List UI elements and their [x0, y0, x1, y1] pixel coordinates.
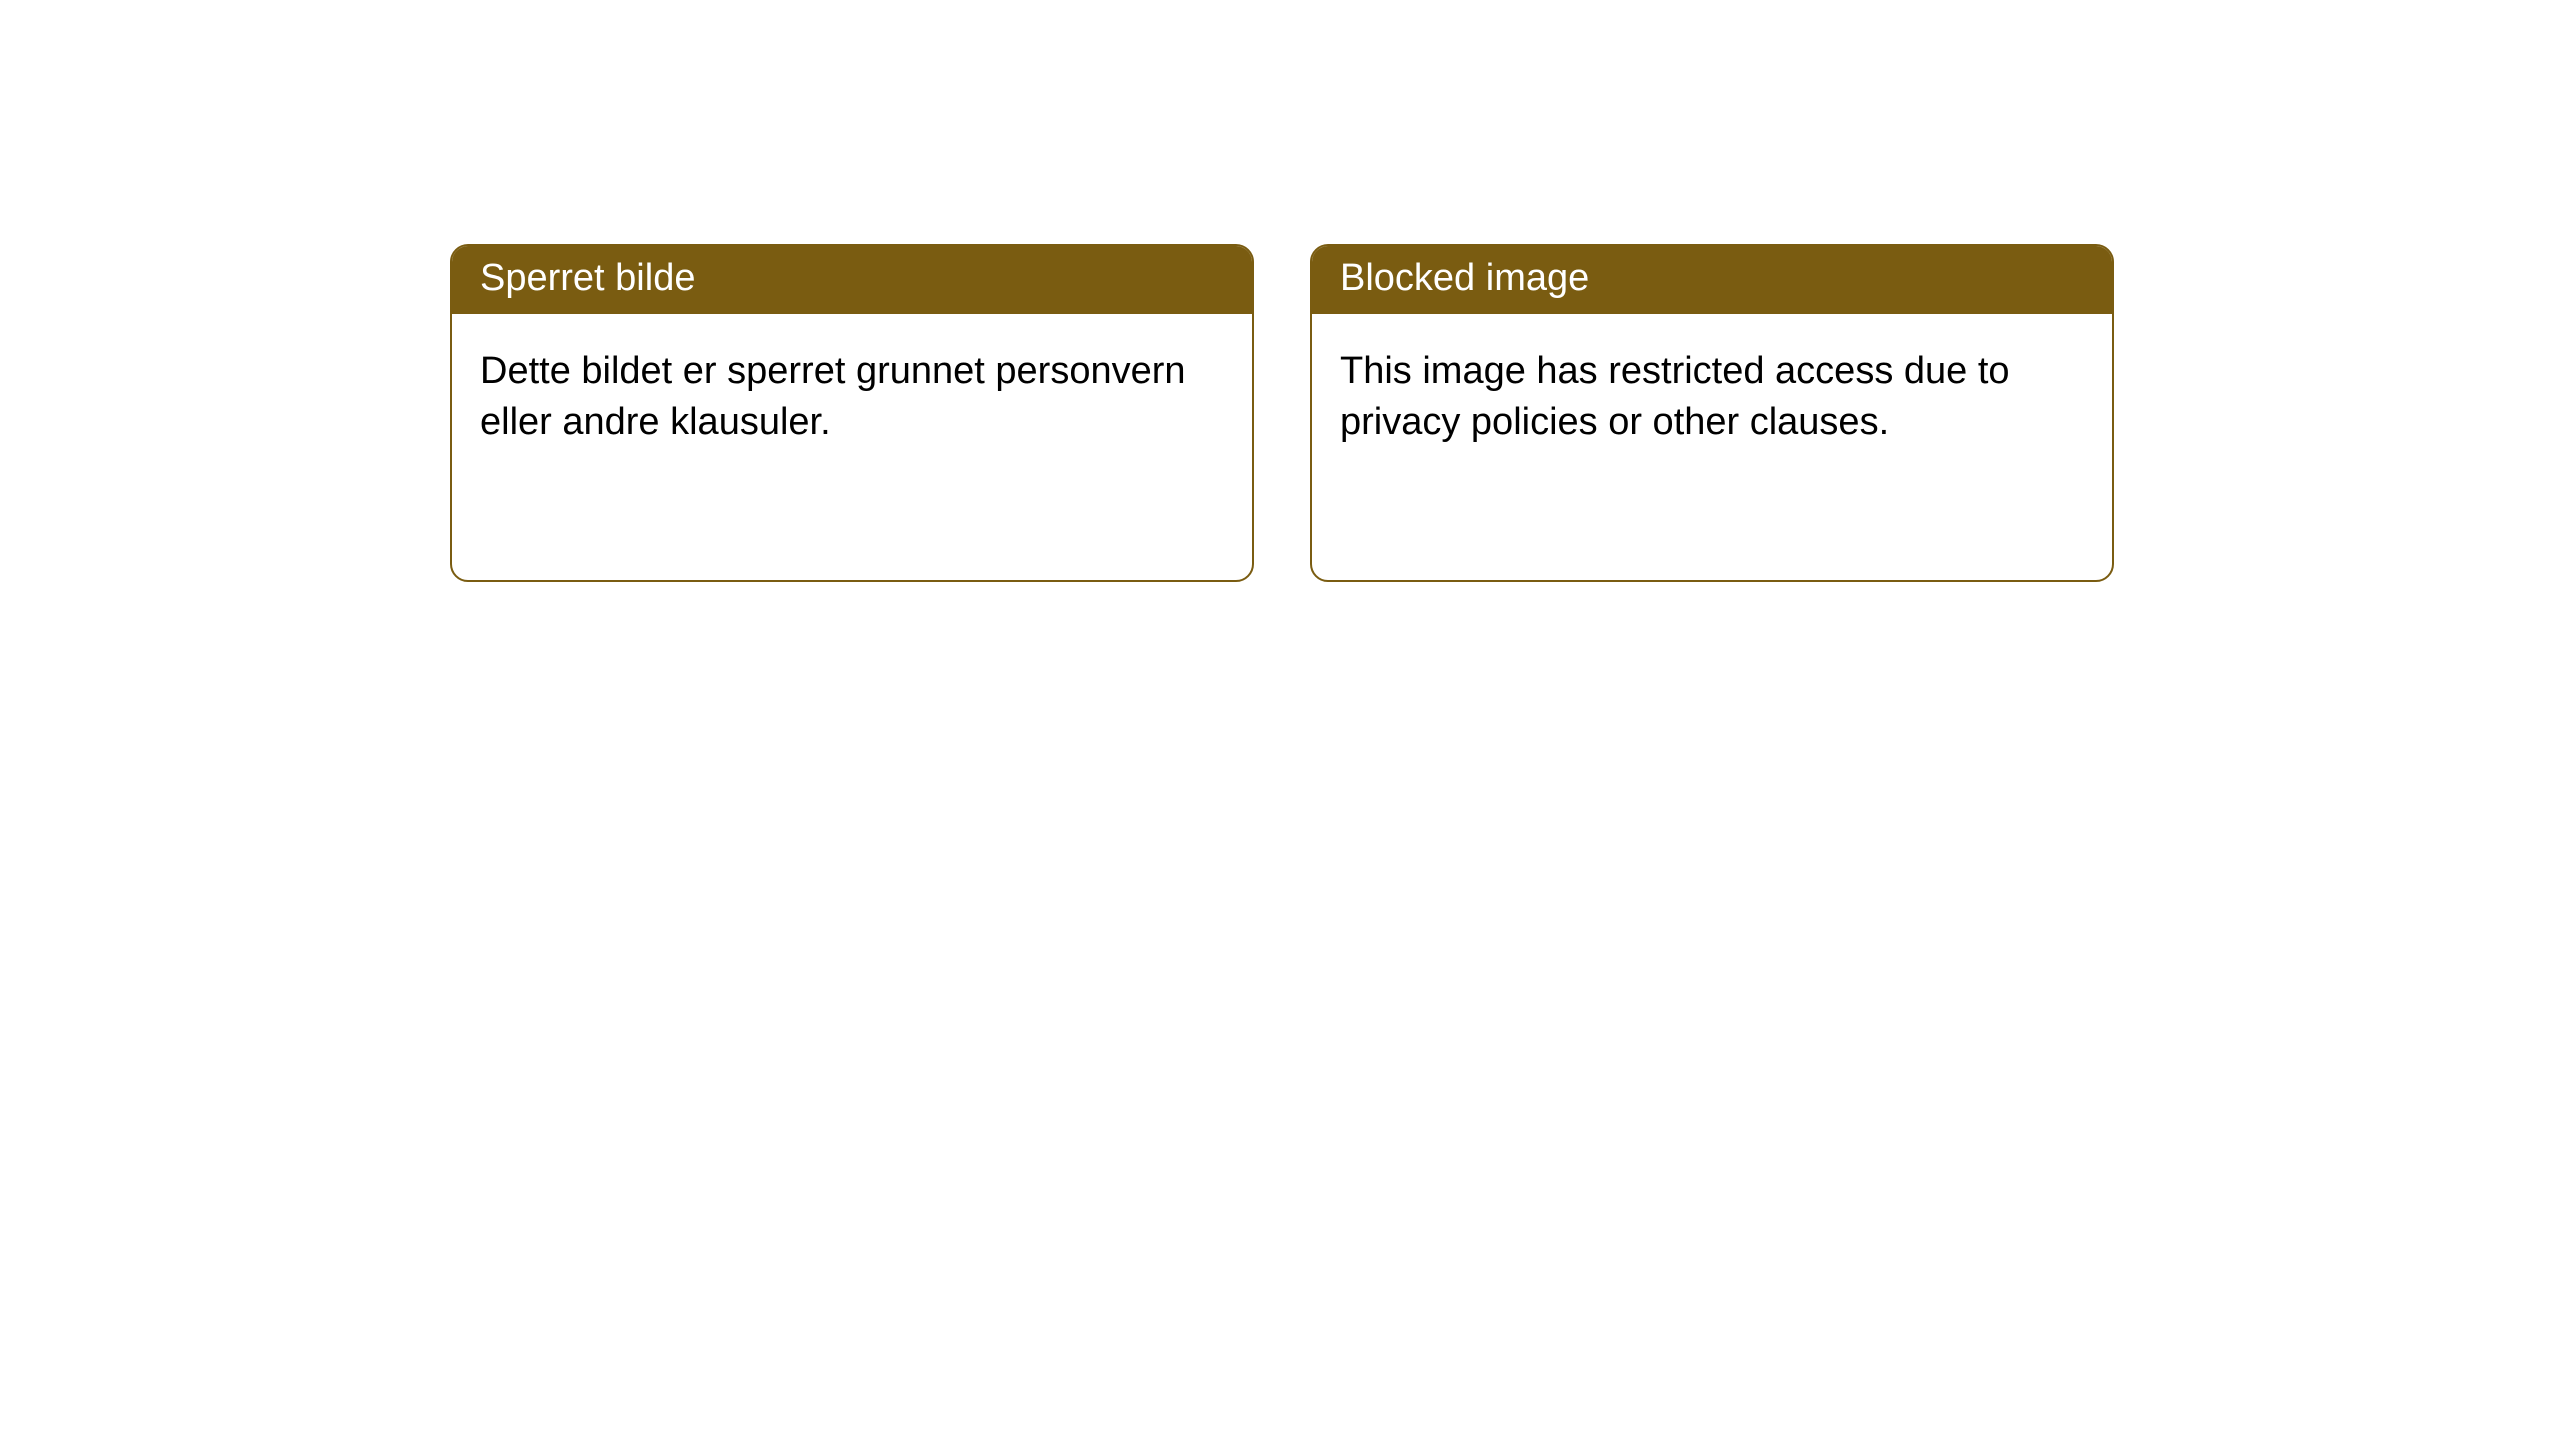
notice-body-en: This image has restricted access due to …	[1312, 314, 2112, 481]
notice-container: Sperret bilde Dette bildet er sperret gr…	[0, 0, 2560, 582]
notice-header-en: Blocked image	[1312, 246, 2112, 314]
notice-card-en: Blocked image This image has restricted …	[1310, 244, 2114, 582]
notice-body-no: Dette bildet er sperret grunnet personve…	[452, 314, 1252, 481]
notice-header-no: Sperret bilde	[452, 246, 1252, 314]
notice-card-no: Sperret bilde Dette bildet er sperret gr…	[450, 244, 1254, 582]
